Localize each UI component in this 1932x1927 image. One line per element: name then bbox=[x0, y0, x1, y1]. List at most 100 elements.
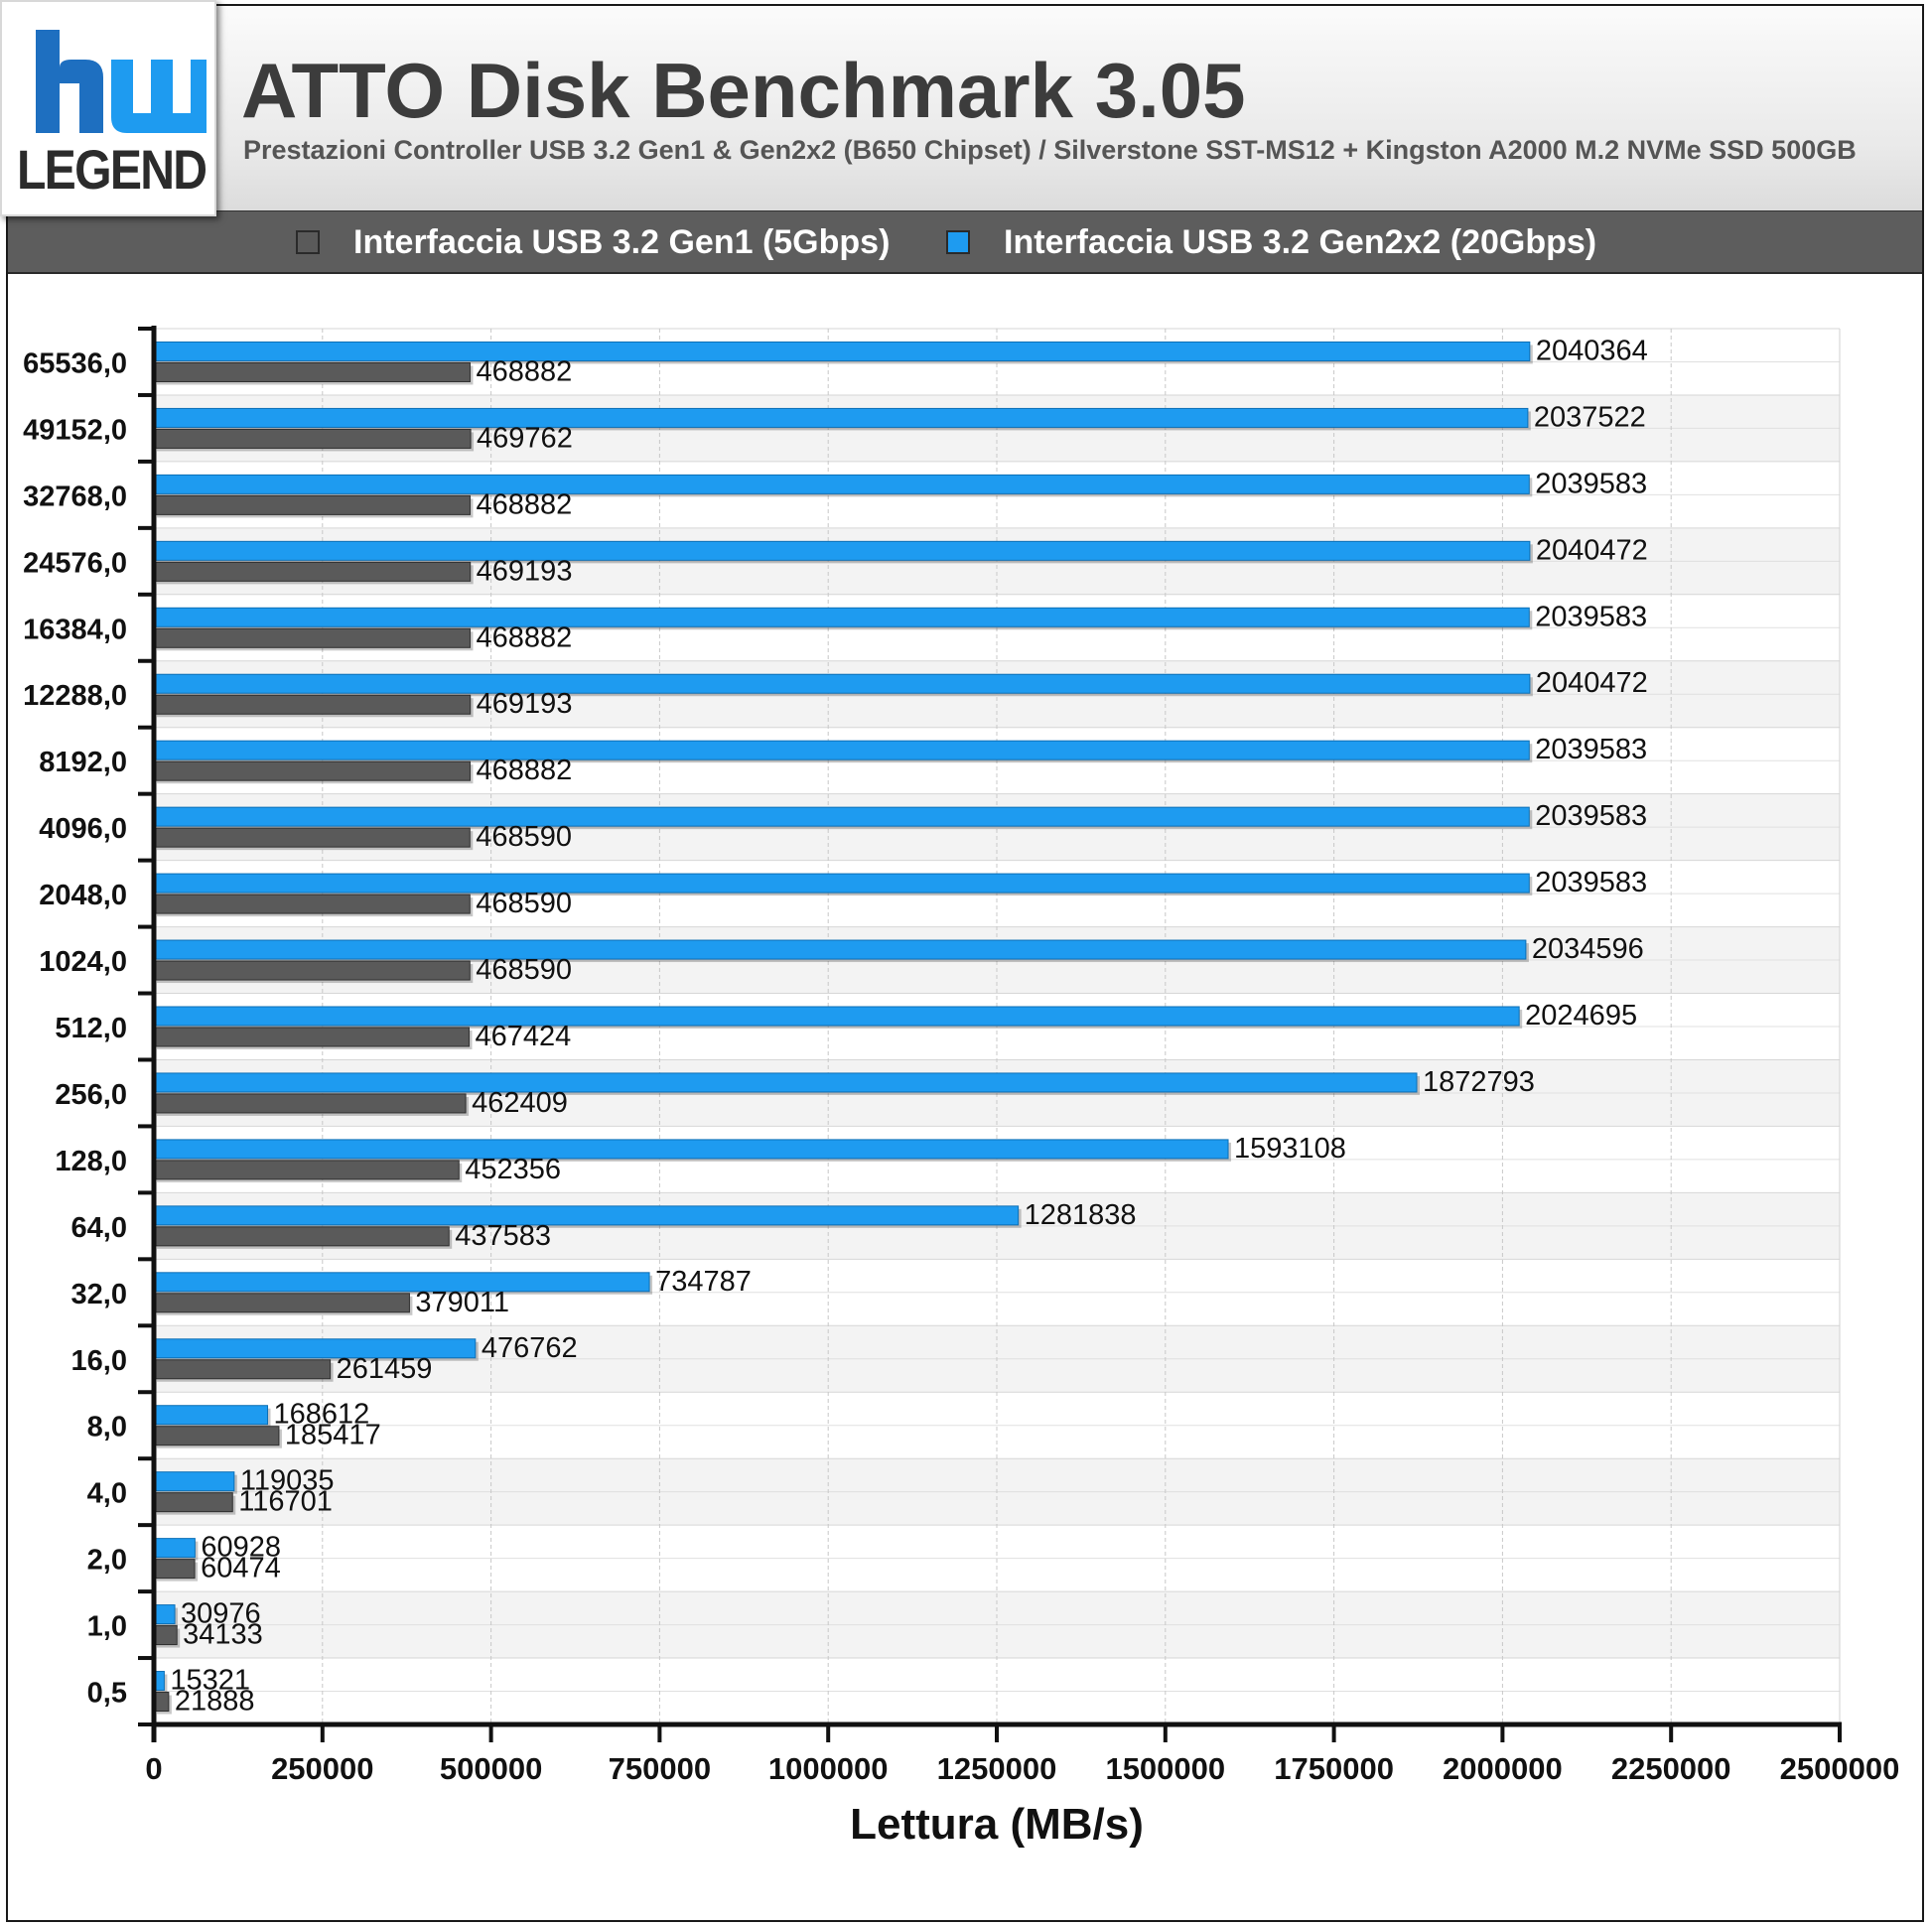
data-label: 2039583 bbox=[1535, 468, 1647, 499]
data-label: 21888 bbox=[175, 1686, 255, 1718]
legend-swatch-gen1 bbox=[296, 230, 320, 254]
data-label: 469762 bbox=[477, 422, 573, 454]
data-label: 60474 bbox=[201, 1553, 281, 1584]
data-label: 2040364 bbox=[1536, 335, 1648, 366]
data-label: 2024695 bbox=[1525, 1000, 1637, 1032]
bar bbox=[153, 939, 1527, 960]
category-label: 1024,0 bbox=[39, 946, 127, 978]
data-label: 462409 bbox=[472, 1087, 568, 1119]
chart-title: ATTO Disk Benchmark 3.05 bbox=[241, 47, 1246, 134]
bar bbox=[153, 873, 1530, 894]
x-tick-label: 1250000 bbox=[937, 1751, 1057, 1786]
x-axis-title: Lettura (MB/s) bbox=[850, 1800, 1144, 1849]
bar bbox=[153, 827, 471, 848]
data-label: 467424 bbox=[475, 1021, 571, 1052]
data-label: 468590 bbox=[476, 888, 572, 919]
data-label: 379011 bbox=[415, 1287, 509, 1318]
bar bbox=[153, 1072, 1418, 1093]
category-label: 24576,0 bbox=[23, 547, 127, 579]
data-label: 468882 bbox=[476, 621, 572, 653]
bar bbox=[153, 407, 1529, 428]
bar bbox=[153, 341, 1531, 361]
bar bbox=[153, 1226, 450, 1247]
bar bbox=[153, 1139, 1229, 1160]
category-label: 4,0 bbox=[87, 1478, 127, 1510]
category-label: 32768,0 bbox=[23, 481, 127, 512]
bar bbox=[153, 428, 472, 449]
bar bbox=[153, 760, 471, 781]
bar bbox=[153, 1027, 470, 1047]
hwlegend-logo: LEGEND bbox=[0, 0, 216, 216]
x-tick-label: 1000000 bbox=[768, 1751, 889, 1786]
legend-swatch-gen2x2 bbox=[946, 230, 970, 254]
bar bbox=[153, 561, 472, 582]
data-label: 15321 bbox=[170, 1665, 250, 1697]
bar bbox=[153, 1160, 460, 1180]
x-tick-label: 750000 bbox=[609, 1751, 711, 1786]
data-label: 437583 bbox=[455, 1220, 551, 1252]
bar bbox=[153, 607, 1530, 627]
data-label: 468882 bbox=[476, 488, 572, 520]
category-label: 0,5 bbox=[87, 1678, 127, 1710]
category-label: 256,0 bbox=[55, 1079, 127, 1111]
data-label: 2040472 bbox=[1536, 534, 1648, 566]
bar bbox=[153, 1205, 1020, 1226]
bar bbox=[153, 1293, 410, 1313]
bar bbox=[153, 1538, 196, 1559]
logo-text: LEGEND bbox=[16, 138, 207, 201]
x-tick-label: 1500000 bbox=[1105, 1751, 1225, 1786]
data-label: 185417 bbox=[285, 1420, 381, 1451]
category-label: 512,0 bbox=[55, 1013, 127, 1044]
legend-label-gen1: Interfaccia USB 3.2 Gen1 (5Gbps) bbox=[353, 222, 891, 261]
bar bbox=[153, 894, 471, 914]
bar bbox=[153, 694, 472, 715]
legend-label-gen2x2: Interfaccia USB 3.2 Gen2x2 (20Gbps) bbox=[1004, 222, 1597, 261]
bar bbox=[153, 1093, 467, 1114]
category-label: 8192,0 bbox=[39, 747, 127, 778]
bar bbox=[153, 474, 1530, 494]
category-label: 64,0 bbox=[71, 1212, 127, 1244]
bar bbox=[153, 361, 471, 382]
data-label: 2039583 bbox=[1535, 800, 1647, 832]
bar bbox=[153, 1492, 233, 1513]
data-label: 468882 bbox=[476, 755, 572, 786]
data-label: 60928 bbox=[201, 1532, 281, 1564]
legend-item-gen2x2: Interfaccia USB 3.2 Gen2x2 (20Gbps) bbox=[946, 211, 1596, 273]
x-tick-label: 2500000 bbox=[1780, 1751, 1900, 1786]
data-label: 116701 bbox=[238, 1486, 333, 1518]
category-label: 2048,0 bbox=[39, 880, 127, 911]
bar bbox=[153, 1006, 1520, 1027]
bar bbox=[153, 960, 471, 981]
bar bbox=[153, 1272, 650, 1293]
category-label: 16384,0 bbox=[23, 614, 127, 645]
data-label: 2039583 bbox=[1535, 734, 1647, 765]
data-label: 468590 bbox=[476, 954, 572, 986]
category-label: 12288,0 bbox=[23, 680, 127, 712]
bar bbox=[153, 740, 1530, 760]
data-label: 476762 bbox=[482, 1332, 578, 1364]
data-label: 261459 bbox=[337, 1353, 433, 1385]
legend: Interfaccia USB 3.2 Gen1 (5Gbps) Interfa… bbox=[8, 210, 1922, 274]
category-label: 4096,0 bbox=[39, 813, 127, 845]
data-label: 30976 bbox=[181, 1598, 261, 1630]
bar bbox=[153, 1405, 269, 1426]
data-label: 1593108 bbox=[1234, 1133, 1346, 1165]
hw-logo-icon bbox=[36, 30, 207, 133]
category-label: 49152,0 bbox=[23, 414, 127, 446]
bar bbox=[153, 540, 1531, 561]
data-label: 468590 bbox=[476, 821, 572, 853]
chart-subtitle: Prestazioni Controller USB 3.2 Gen1 & Ge… bbox=[243, 135, 1857, 165]
data-label: 2034596 bbox=[1532, 933, 1644, 965]
data-label: 2040472 bbox=[1536, 667, 1648, 699]
data-label: 2037522 bbox=[1534, 401, 1646, 433]
data-label: 2039583 bbox=[1535, 867, 1647, 898]
bar bbox=[153, 494, 471, 515]
bar bbox=[153, 806, 1530, 827]
data-label: 452356 bbox=[465, 1154, 561, 1185]
data-label: 168612 bbox=[274, 1399, 370, 1431]
data-label: 734787 bbox=[655, 1266, 752, 1298]
x-tick-label: 2000000 bbox=[1443, 1751, 1563, 1786]
bar bbox=[153, 1426, 280, 1446]
data-label: 1872793 bbox=[1423, 1066, 1535, 1098]
